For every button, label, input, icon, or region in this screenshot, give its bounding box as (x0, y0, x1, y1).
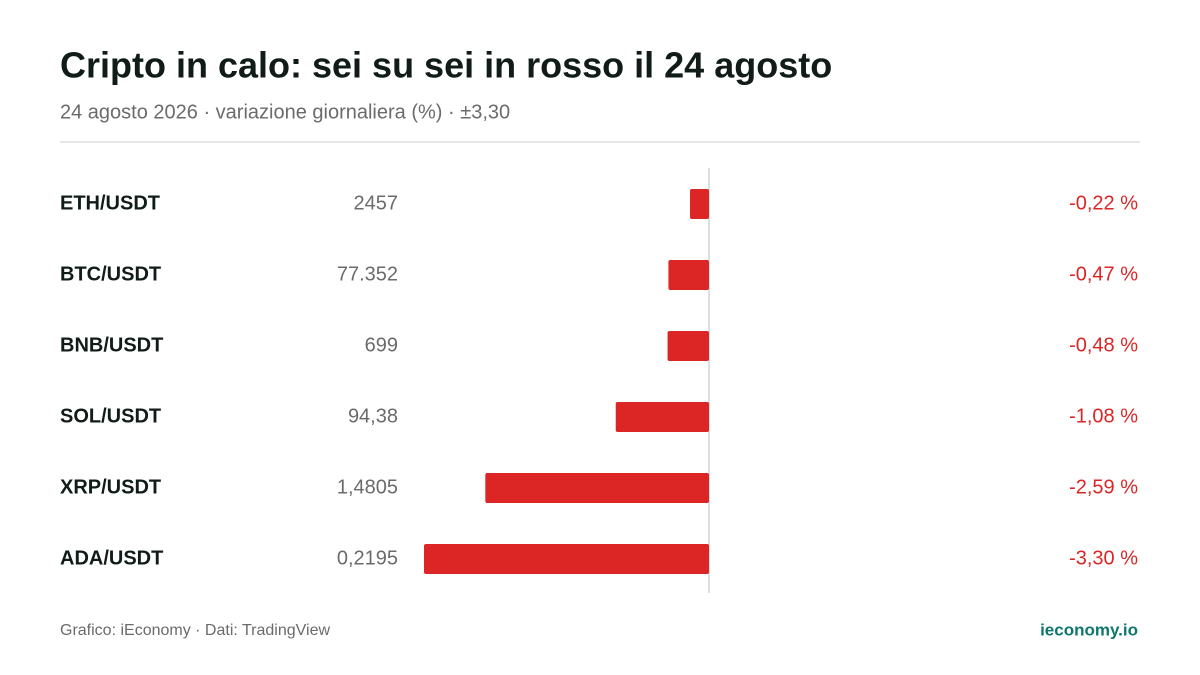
value-label: -0,47 % (1069, 263, 1138, 285)
price-label: 2457 (354, 192, 399, 214)
bar (690, 189, 709, 219)
source: Grafico: iEconomy · Dati: TradingView (60, 622, 330, 639)
bar (485, 473, 709, 503)
chart-subtitle: 24 agosto 2026 · variazione giornaliera … (60, 101, 510, 123)
brand: ieconomy.io (1040, 620, 1138, 639)
value-label: -2,59 % (1069, 476, 1138, 498)
category-label: SOL/USDT (60, 405, 161, 427)
value-label: -1,08 % (1069, 405, 1138, 427)
price-label: 1,4805 (337, 476, 398, 498)
category-label: ETH/USDT (60, 192, 160, 214)
price-label: 699 (365, 334, 398, 356)
bar (668, 260, 709, 290)
category-label: ADA/USDT (60, 547, 163, 569)
value-label: -3,30 % (1069, 547, 1138, 569)
price-label: 0,2195 (337, 547, 398, 569)
value-label: -0,22 % (1069, 192, 1138, 214)
value-label: -0,48 % (1069, 334, 1138, 356)
chart-title: Cripto in calo: sei su sei in rosso il 2… (60, 45, 832, 86)
bar (424, 544, 709, 574)
category-label: XRP/USDT (60, 476, 161, 498)
category-label: BTC/USDT (60, 263, 161, 285)
bar (615, 402, 709, 432)
price-label: 77.352 (337, 263, 398, 285)
price-label: 94,38 (348, 405, 398, 427)
category-label: BNB/USDT (60, 334, 163, 356)
bar (667, 331, 709, 361)
